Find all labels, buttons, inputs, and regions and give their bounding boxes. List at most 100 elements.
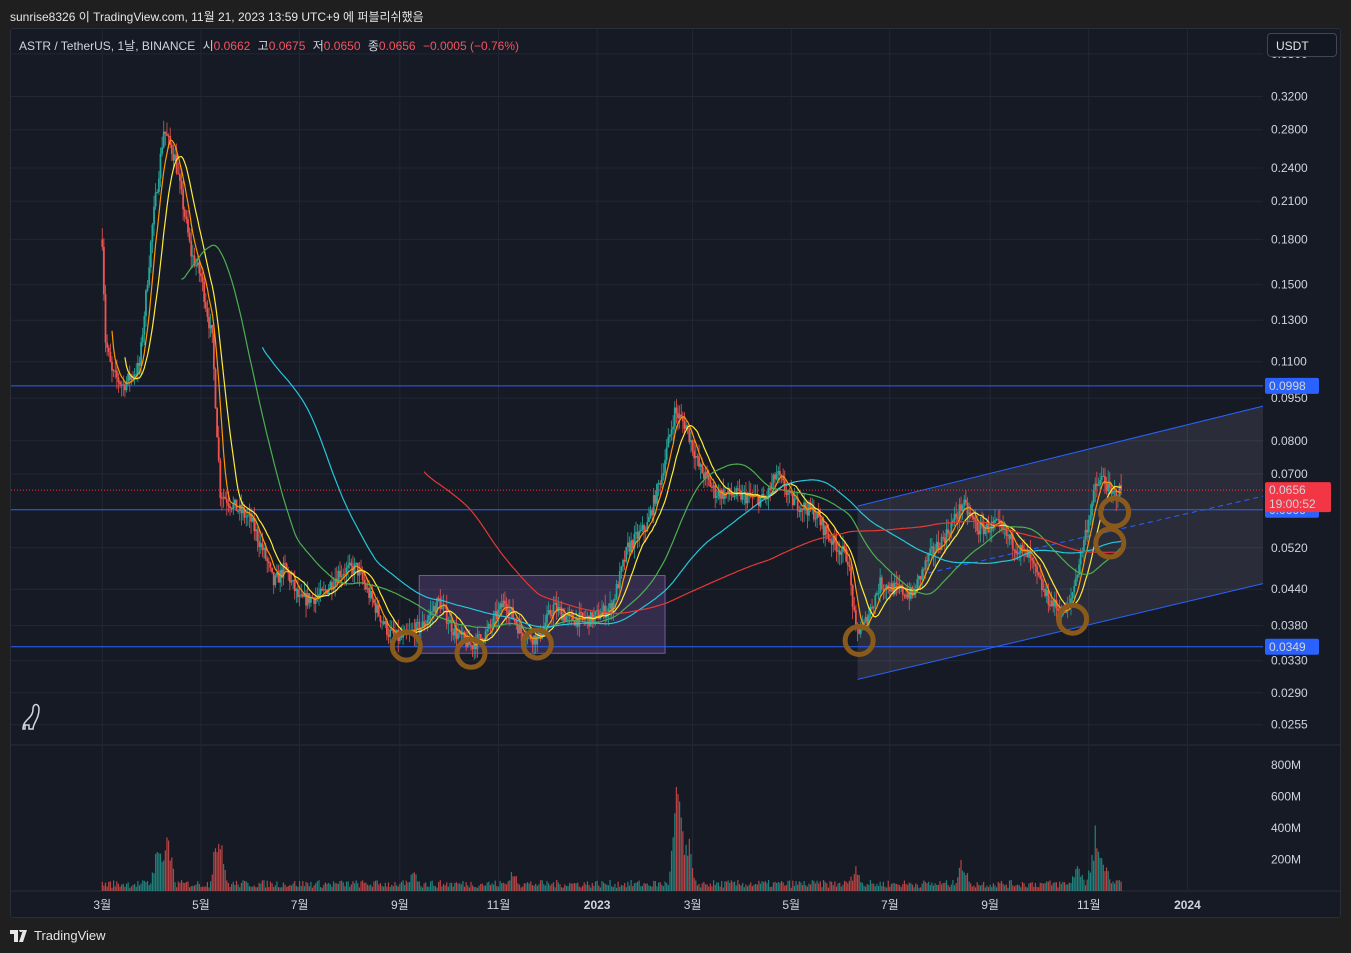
volume-bar (412, 873, 414, 891)
candle-body (102, 246, 105, 295)
volume-bar (229, 886, 231, 891)
candle-body (369, 591, 372, 598)
volume-bar (847, 883, 849, 891)
candle-body (174, 154, 176, 161)
chart-frame[interactable]: 3월5월7월9월11월20233월5월7월9월11월20240.38000.32… (10, 28, 1341, 918)
volume-bar (913, 887, 915, 891)
candle-body (377, 604, 380, 616)
channel-upper-line[interactable] (857, 405, 1264, 507)
currency-button[interactable]: USDT (1267, 33, 1337, 57)
candle-body (1104, 476, 1106, 485)
volume-bar (992, 883, 994, 891)
volume-bar (903, 880, 906, 891)
candle-body (995, 519, 998, 521)
volume-bar (1097, 851, 1100, 891)
ma-200-line[interactable] (423, 471, 1122, 615)
volume-bar (263, 880, 265, 891)
volume-bar (316, 881, 318, 891)
candle-body (426, 620, 429, 624)
x-tick-label: 9월 (981, 898, 999, 912)
candle-body (1095, 483, 1098, 486)
volume-bar (454, 882, 456, 891)
candle-body (901, 585, 904, 595)
candle-body (1052, 600, 1055, 607)
candle-body (825, 525, 828, 534)
dinosaur-icon[interactable] (22, 703, 40, 730)
ma-100-line[interactable] (261, 347, 1122, 628)
candle-body (842, 545, 844, 552)
volume-bar (142, 880, 144, 891)
volume-bar (837, 883, 839, 891)
ma-7-line[interactable] (111, 139, 1122, 646)
volume-bar (766, 883, 768, 891)
candle-body (812, 506, 815, 520)
volume-bar (415, 874, 417, 891)
volume-bar (868, 884, 870, 891)
volume-bar (962, 870, 964, 891)
range-box[interactable] (418, 575, 666, 654)
candle-body (1034, 563, 1037, 567)
volume-bar (231, 884, 233, 891)
candle-body (111, 361, 113, 371)
volume-bar (958, 867, 960, 891)
candle-body (135, 374, 138, 376)
candle-body (956, 517, 959, 519)
volume-bar (1076, 866, 1079, 891)
volume-bar (607, 885, 610, 891)
candle-body (222, 496, 225, 498)
volume-bar (318, 880, 320, 891)
candle-body (1086, 529, 1089, 533)
volume-bar (787, 880, 789, 891)
volume-bar (210, 881, 212, 891)
volume-bar (504, 883, 506, 891)
volume-bar (381, 885, 383, 891)
volume-bar (1114, 883, 1116, 891)
candle-body (499, 603, 502, 610)
candle-body (879, 577, 882, 594)
candle-body (599, 616, 602, 619)
volume-bar (680, 817, 682, 891)
candle-body (343, 574, 346, 576)
candle-body (146, 284, 149, 291)
candle-body (432, 606, 435, 612)
candle-body (976, 522, 979, 531)
candle-body (882, 589, 885, 591)
volume-bar (772, 882, 775, 891)
price-chart[interactable]: 3월5월7월9월11월20233월5월7월9월11월20240.38000.32… (11, 29, 1341, 918)
volume-bar (641, 885, 644, 891)
volume-bar (523, 883, 525, 891)
volume-bar (1110, 883, 1113, 891)
candle-body (308, 593, 311, 603)
candle-body (822, 519, 825, 536)
volume-bar (171, 857, 173, 891)
candle-body (552, 604, 555, 616)
volume-bar (1096, 848, 1098, 891)
candle-body (255, 529, 257, 532)
channel-lower-line[interactable] (857, 583, 1264, 680)
tradingview-brand[interactable]: TradingView (10, 928, 106, 943)
volume-bar (177, 881, 179, 891)
volume-bar (420, 886, 422, 891)
volume-bar (239, 887, 241, 891)
volume-bar (326, 883, 328, 891)
ma-50-line[interactable] (181, 244, 1122, 630)
candle-body (607, 608, 610, 614)
candle-body (851, 585, 854, 607)
volume-bar (683, 854, 686, 891)
candle-body (1083, 539, 1085, 552)
volume-bar (418, 881, 420, 891)
y-tick-label: 0.1800 (1271, 232, 1308, 246)
volume-bar (1120, 881, 1122, 891)
candle-body (950, 523, 953, 535)
volume-bar (222, 863, 225, 891)
volume-bar (573, 883, 576, 891)
symbol-name[interactable]: ASTR / TetherUS, 1날, BINANCE (19, 39, 196, 53)
candle-body (191, 255, 194, 257)
volume-bar (376, 880, 378, 891)
ma-15-line[interactable] (124, 155, 1122, 642)
volume-bar (643, 882, 645, 891)
volume-bar (334, 883, 336, 891)
volume-bar (528, 883, 530, 891)
candle-body (559, 607, 561, 609)
volume-bar (907, 884, 909, 891)
